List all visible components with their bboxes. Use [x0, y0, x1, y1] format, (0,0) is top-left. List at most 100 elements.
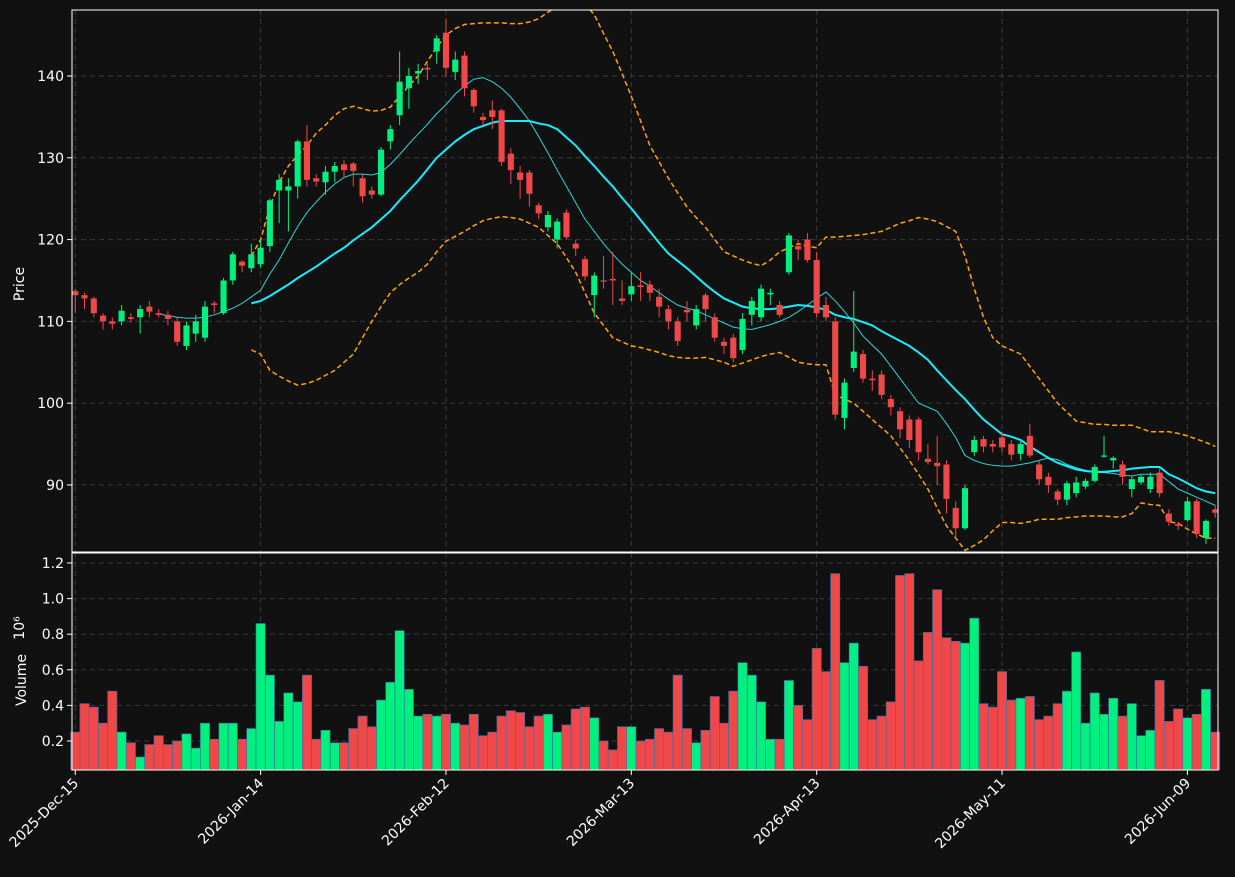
- candle-body: [99, 315, 107, 322]
- candle-body: [924, 458, 931, 463]
- overlay-line: [251, 119, 1216, 495]
- volume-bar: [1201, 689, 1211, 771]
- candle-body: [442, 32, 450, 68]
- volume-bar: [580, 706, 590, 771]
- volume-bar: [413, 715, 424, 771]
- volume-bar: [376, 699, 387, 771]
- volume-bar: [1108, 697, 1119, 771]
- volume-bar: [922, 632, 933, 771]
- volume-bar: [1024, 696, 1035, 771]
- volume-bar: [339, 742, 349, 771]
- candle-body: [489, 110, 496, 117]
- volume-bar: [737, 662, 748, 771]
- candle-body: [572, 243, 579, 249]
- candle-body: [748, 300, 755, 315]
- volume-bar: [1089, 692, 1100, 771]
- candle-body: [378, 149, 385, 195]
- volume-bar: [960, 642, 970, 771]
- volume-bar: [663, 731, 674, 771]
- volume-bar: [237, 738, 248, 771]
- volume-bar: [162, 744, 173, 771]
- y-tick-label: 90: [46, 478, 64, 494]
- volume-frame: [71, 552, 1219, 771]
- volume-bar: [783, 680, 794, 771]
- volume-bar: [505, 710, 516, 771]
- candle-body: [785, 235, 792, 273]
- candle-body: [331, 165, 338, 172]
- volume-bar: [98, 722, 108, 771]
- candle-body: [1045, 476, 1052, 485]
- y-tick-label: 100: [37, 396, 64, 412]
- volume-bar: [255, 623, 266, 771]
- volume-bar: [181, 733, 192, 771]
- candle-body: [322, 171, 329, 183]
- y-tick-label: 110: [37, 314, 64, 330]
- candle-body: [711, 317, 718, 338]
- volume-bar: [496, 715, 507, 771]
- candle-body: [1165, 513, 1172, 522]
- candle-body: [646, 284, 653, 293]
- volume-bar: [1052, 703, 1063, 771]
- candle-body: [897, 411, 904, 430]
- volume-bar: [1061, 690, 1072, 771]
- volume-bar: [811, 648, 822, 771]
- volume-bar: [950, 640, 961, 771]
- volume-bar: [478, 735, 488, 771]
- candle-body: [637, 285, 644, 288]
- candle-body: [600, 280, 607, 282]
- candle-body: [1193, 501, 1200, 535]
- volume-bar: [635, 740, 646, 771]
- volume-exponent: 10⁶: [12, 616, 28, 640]
- candle-body: [81, 295, 88, 299]
- candle-body: [1147, 476, 1154, 490]
- volume-bar: [1071, 651, 1082, 771]
- volume-bar: [357, 715, 368, 771]
- volume-bar: [682, 728, 692, 771]
- y-tick-label: 130: [37, 151, 64, 167]
- volume-bar: [542, 713, 553, 771]
- candle-body: [1119, 464, 1126, 477]
- volume-bar: [441, 713, 451, 771]
- candle-body: [220, 280, 227, 314]
- candle-body: [971, 439, 978, 453]
- volume-bar: [227, 722, 238, 771]
- candle-body: [174, 321, 181, 342]
- candle-body: [609, 278, 616, 281]
- volume-bar: [672, 674, 683, 771]
- volume-bar: [821, 671, 831, 771]
- volume-bar: [311, 738, 322, 771]
- candle-body: [266, 200, 273, 247]
- volume-bar: [125, 742, 136, 771]
- candle-body: [934, 462, 941, 467]
- candle-body: [776, 305, 783, 315]
- price-axis-label: Price: [12, 267, 28, 301]
- candle-body: [90, 298, 97, 314]
- volume-bar: [774, 738, 785, 771]
- candle-body: [683, 309, 690, 313]
- candle-body: [1175, 524, 1182, 526]
- volume-bar: [654, 728, 665, 771]
- candle-body: [581, 259, 589, 277]
- candle-body: [674, 321, 681, 341]
- candle-body: [850, 351, 857, 368]
- volume-bar: [987, 706, 998, 771]
- volume-bar: [709, 696, 720, 771]
- volume-bar: [1191, 713, 1202, 771]
- candle-body: [591, 275, 598, 296]
- volume-bar: [1034, 719, 1045, 771]
- volume-bar: [1136, 735, 1147, 771]
- candle-body: [804, 239, 811, 261]
- volume-bar: [700, 730, 711, 771]
- volume-bar: [1099, 713, 1109, 771]
- volume-bar: [552, 731, 563, 771]
- volume-axis-label: Volume: [14, 654, 30, 706]
- volume-bar: [264, 674, 275, 771]
- candle-body: [211, 303, 218, 306]
- volume-bar: [765, 738, 776, 771]
- volume-bars: [70, 573, 1221, 771]
- candle-body: [396, 81, 403, 116]
- overlay-lines: [158, 10, 1216, 552]
- y-tick-label: 1.2: [42, 556, 64, 572]
- volume-bar: [644, 738, 655, 771]
- candle-body: [1202, 520, 1210, 539]
